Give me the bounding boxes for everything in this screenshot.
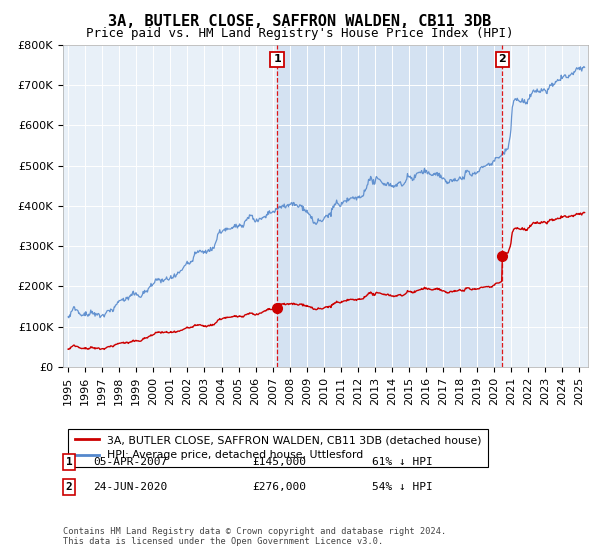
Text: 54% ↓ HPI: 54% ↓ HPI bbox=[372, 482, 433, 492]
Text: 61% ↓ HPI: 61% ↓ HPI bbox=[372, 457, 433, 467]
Text: 3A, BUTLER CLOSE, SAFFRON WALDEN, CB11 3DB: 3A, BUTLER CLOSE, SAFFRON WALDEN, CB11 3… bbox=[109, 14, 491, 29]
Text: £276,000: £276,000 bbox=[252, 482, 306, 492]
Text: 2: 2 bbox=[65, 482, 73, 492]
Text: 24-JUN-2020: 24-JUN-2020 bbox=[93, 482, 167, 492]
Legend: 3A, BUTLER CLOSE, SAFFRON WALDEN, CB11 3DB (detached house), HPI: Average price,: 3A, BUTLER CLOSE, SAFFRON WALDEN, CB11 3… bbox=[68, 428, 488, 467]
Text: Contains HM Land Registry data © Crown copyright and database right 2024.
This d: Contains HM Land Registry data © Crown c… bbox=[63, 526, 446, 546]
Text: Price paid vs. HM Land Registry's House Price Index (HPI): Price paid vs. HM Land Registry's House … bbox=[86, 27, 514, 40]
Text: 05-APR-2007: 05-APR-2007 bbox=[93, 457, 167, 467]
Text: £145,000: £145,000 bbox=[252, 457, 306, 467]
Bar bbox=[277, 45, 502, 367]
Text: 2: 2 bbox=[499, 54, 506, 64]
Text: 1: 1 bbox=[273, 54, 281, 64]
Text: 1: 1 bbox=[65, 457, 73, 467]
